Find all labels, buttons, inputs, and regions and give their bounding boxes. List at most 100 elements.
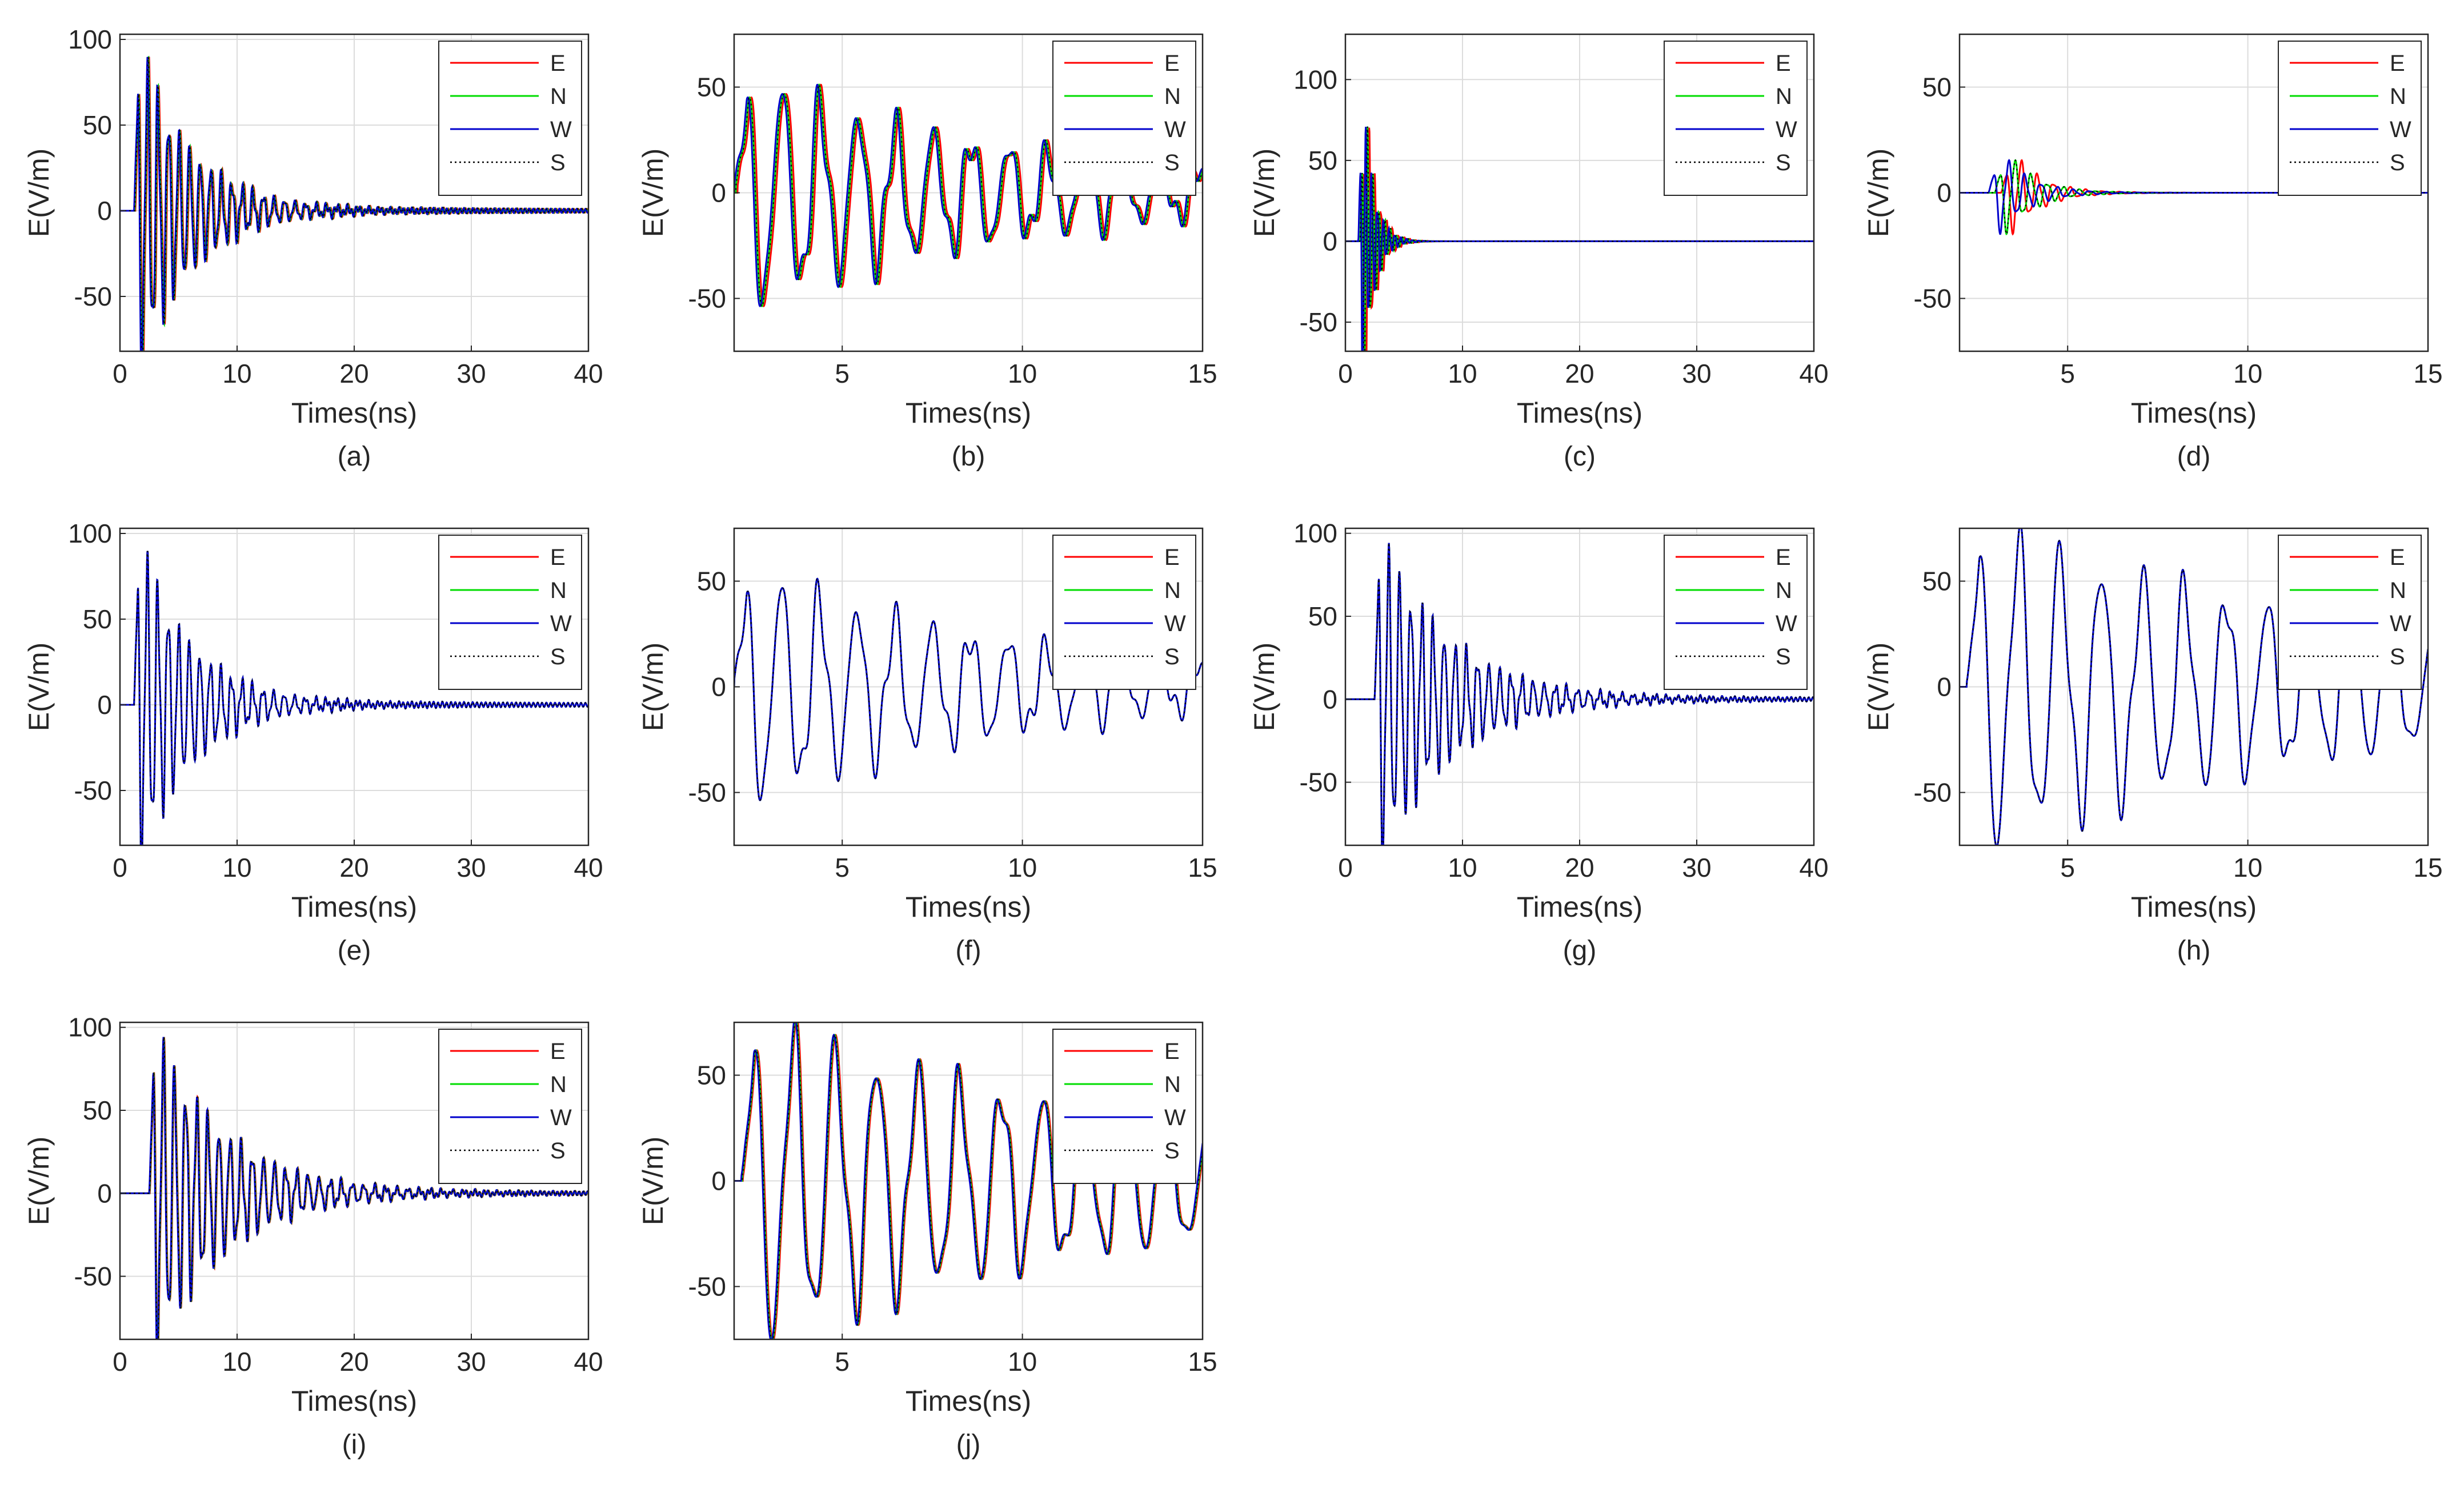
legend-label-S: S bbox=[550, 644, 566, 669]
x-axis-label: Times(ns) bbox=[1517, 397, 1642, 429]
panel-caption: (e) bbox=[338, 936, 371, 966]
y-tick-label: 50 bbox=[1308, 601, 1337, 631]
y-tick-label: 50 bbox=[83, 110, 112, 140]
x-tick-label: 40 bbox=[574, 359, 603, 388]
y-tick-label: 0 bbox=[1323, 226, 1337, 256]
legend-label-N: N bbox=[1776, 578, 1792, 603]
x-tick-label: 5 bbox=[2060, 853, 2075, 882]
legend-box bbox=[1664, 41, 1808, 196]
legend-box bbox=[438, 535, 582, 690]
y-axis-label: E(V/m) bbox=[23, 1137, 55, 1226]
legend-label-S: S bbox=[1164, 1138, 1180, 1163]
legend-box bbox=[438, 1029, 582, 1184]
legend-box bbox=[1052, 535, 1196, 690]
y-tick-label: 50 bbox=[697, 567, 726, 596]
legend-label-W: W bbox=[2390, 117, 2411, 142]
legend-label-S: S bbox=[550, 150, 566, 175]
x-tick-label: 15 bbox=[1188, 359, 1217, 388]
y-axis-label: E(V/m) bbox=[23, 148, 55, 238]
x-axis-label: Times(ns) bbox=[291, 891, 417, 923]
legend-box bbox=[1052, 1029, 1196, 1184]
y-tick-label: 100 bbox=[1293, 65, 1337, 94]
x-tick-label: 20 bbox=[339, 853, 368, 882]
x-tick-label: 10 bbox=[1008, 853, 1037, 882]
legend-box bbox=[1052, 41, 1196, 196]
legend-label-S: S bbox=[2390, 644, 2405, 669]
legend-label-N: N bbox=[1164, 84, 1181, 109]
x-tick-label: 30 bbox=[456, 853, 486, 882]
legend-label-E: E bbox=[1776, 51, 1791, 76]
y-tick-label: -50 bbox=[74, 776, 112, 805]
panel-caption: (f) bbox=[955, 936, 981, 966]
panel-caption: (c) bbox=[1564, 442, 1596, 472]
x-tick-label: 10 bbox=[1008, 1347, 1037, 1376]
legend-box bbox=[2278, 41, 2422, 196]
legend-label-N: N bbox=[550, 1072, 567, 1097]
y-tick-label: -50 bbox=[688, 1272, 726, 1302]
series-line-S bbox=[120, 551, 588, 845]
x-tick-label: 30 bbox=[1682, 359, 1711, 388]
y-tick-label: 0 bbox=[711, 672, 726, 702]
series-line-S bbox=[1345, 543, 1814, 845]
y-axis-label: E(V/m) bbox=[23, 643, 55, 732]
y-axis-label: E(V/m) bbox=[637, 148, 669, 238]
x-tick-label: 5 bbox=[835, 359, 850, 388]
x-tick-label: 10 bbox=[1448, 359, 1477, 388]
x-tick-label: 0 bbox=[1338, 359, 1353, 388]
legend-label-W: W bbox=[1164, 117, 1186, 142]
x-tick-label: 15 bbox=[2413, 359, 2442, 388]
legend-label-S: S bbox=[2390, 150, 2405, 175]
legend-label-W: W bbox=[550, 611, 572, 636]
panel-caption: (a) bbox=[338, 442, 371, 472]
series-lines bbox=[120, 55, 588, 351]
x-tick-label: 5 bbox=[2060, 359, 2075, 388]
x-tick-label: 10 bbox=[222, 359, 251, 388]
x-tick-label: 20 bbox=[1565, 853, 1594, 882]
series-line-S bbox=[1345, 126, 1814, 351]
x-tick-label: 10 bbox=[1008, 359, 1037, 388]
x-tick-label: 10 bbox=[2233, 359, 2262, 388]
y-tick-label: 100 bbox=[68, 1013, 112, 1042]
legend-label-E: E bbox=[1776, 545, 1791, 570]
x-tick-label: 0 bbox=[1338, 853, 1353, 882]
legend-box bbox=[2278, 535, 2422, 690]
x-axis-label: Times(ns) bbox=[291, 397, 417, 429]
legend-label-N: N bbox=[2390, 84, 2406, 109]
x-axis-label: Times(ns) bbox=[906, 1385, 1031, 1417]
x-tick-label: 10 bbox=[1448, 853, 1477, 882]
y-tick-label: 0 bbox=[97, 690, 112, 720]
legend-label-W: W bbox=[1776, 611, 1797, 636]
panel-caption: (h) bbox=[2177, 936, 2211, 966]
legend-label-S: S bbox=[1164, 150, 1180, 175]
legend-label-W: W bbox=[2390, 611, 2411, 636]
y-axis-label: E(V/m) bbox=[637, 643, 669, 732]
legend-label-W: W bbox=[1164, 1105, 1186, 1130]
panel-caption: (i) bbox=[342, 1430, 367, 1460]
x-tick-label: 5 bbox=[835, 1347, 850, 1376]
legend-label-E: E bbox=[2390, 51, 2405, 76]
y-tick-label: 100 bbox=[1293, 519, 1337, 548]
series-lines bbox=[1345, 126, 1814, 351]
x-axis-label: Times(ns) bbox=[906, 891, 1031, 923]
y-tick-label: 50 bbox=[697, 73, 726, 102]
legend-label-W: W bbox=[550, 1105, 572, 1130]
legend-label-E: E bbox=[550, 1039, 566, 1064]
y-tick-label: -50 bbox=[74, 282, 112, 311]
x-tick-label: 30 bbox=[456, 1347, 486, 1376]
y-axis-label: E(V/m) bbox=[1862, 643, 1894, 732]
panel-caption: (d) bbox=[2177, 442, 2211, 472]
x-tick-label: 10 bbox=[222, 853, 251, 882]
y-tick-label: 50 bbox=[83, 1095, 112, 1125]
legend-label-N: N bbox=[1164, 1072, 1181, 1097]
x-tick-label: 15 bbox=[1188, 853, 1217, 882]
y-tick-label: 50 bbox=[1308, 146, 1337, 175]
panel-caption: (g) bbox=[1563, 936, 1597, 966]
legend-box bbox=[438, 41, 582, 196]
